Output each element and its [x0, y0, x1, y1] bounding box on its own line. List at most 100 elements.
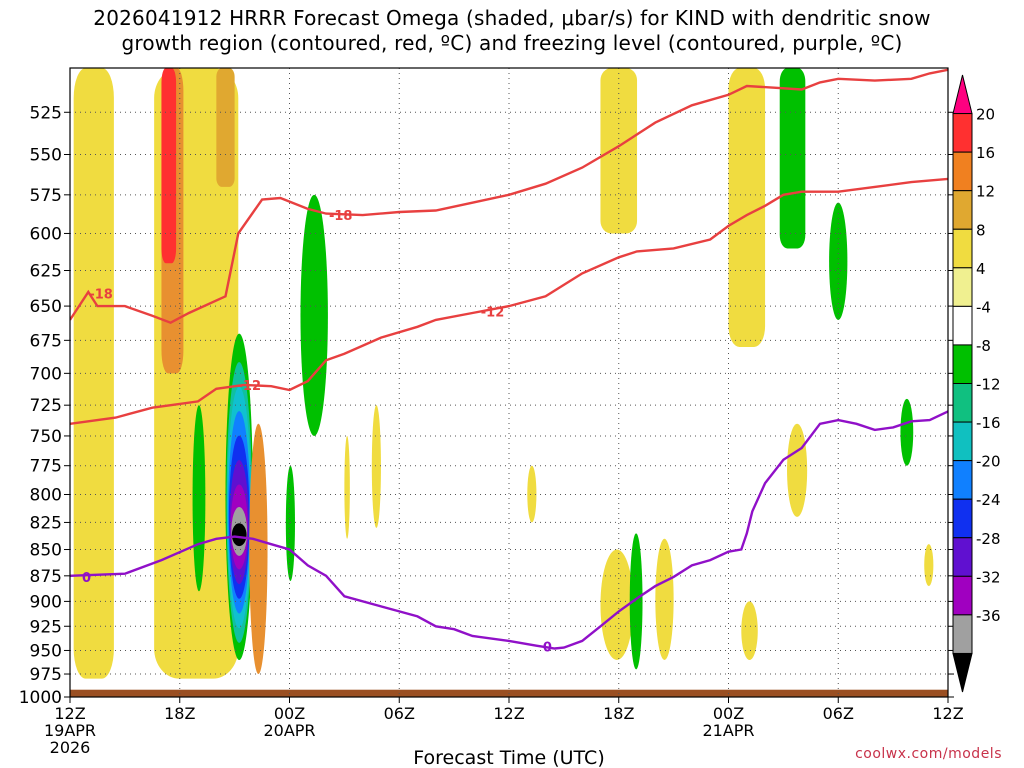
- y-tick-label: 650: [30, 297, 62, 317]
- y-tick-label: 525: [30, 103, 62, 123]
- y-tick-label: 550: [30, 145, 62, 165]
- y-tick-label: 975: [30, 665, 62, 685]
- y-tick-label: 875: [30, 567, 62, 587]
- omega-region: [600, 68, 638, 234]
- colorbar-label: -4: [976, 298, 991, 316]
- colorbar-label: 8: [976, 221, 986, 239]
- omega-region: [600, 549, 634, 660]
- y-tick-label: 775: [30, 457, 62, 477]
- omega-region: [779, 68, 806, 249]
- colorbar-swatch: [952, 498, 973, 539]
- omega-region: [216, 68, 235, 187]
- omega-region: [344, 435, 350, 539]
- colorbar-label: 12: [976, 183, 995, 201]
- y-tick-label: 575: [30, 186, 62, 206]
- omega-core-ring: [231, 523, 247, 547]
- y-tick-label: 750: [30, 427, 62, 447]
- colorbar: 20 16 12 8 4 -4 -8 -12 -16 -20 -24 -28 -32 -36: [952, 74, 1001, 693]
- omega-region: [829, 202, 848, 320]
- colorbar-swatch: [952, 344, 973, 384]
- y-tick-label: 725: [30, 396, 62, 416]
- omega-region: [192, 405, 206, 592]
- omega-region: [629, 533, 643, 670]
- colorbar-swatch: [952, 190, 973, 230]
- colorbar-label: 16: [976, 144, 995, 162]
- colorbar-swatch: [952, 113, 973, 153]
- x-tick-label: 12Z: [54, 704, 85, 723]
- x-tick-date: 21APR: [702, 721, 754, 740]
- y-tick-label: 675: [30, 331, 62, 351]
- x-tick-label: 12Z: [932, 704, 963, 723]
- colorbar-swatch: [952, 151, 973, 192]
- y-tick-label: 950: [30, 641, 62, 661]
- chart-title: 2026041912 HRRR Forecast Omega (shaded, …: [0, 6, 1024, 56]
- colorbar-bottom-triangle: [952, 652, 973, 693]
- x-tick-label: 18Z: [603, 704, 634, 723]
- omega-region: [527, 465, 537, 523]
- colorbar-swatch: [952, 421, 973, 462]
- colorbar-label: -12: [976, 376, 1001, 394]
- credit-text: coolwx.com/models: [855, 746, 1002, 762]
- colorbar-label: -8: [976, 337, 991, 355]
- colorbar-label: -20: [976, 453, 1001, 471]
- contour-label-minus12-b: -12: [481, 306, 505, 321]
- omega-region: [73, 68, 114, 679]
- colorbar-swatch: [952, 267, 973, 307]
- x-tick-date: 19APR: [44, 721, 96, 740]
- y-tick-label: 800: [30, 486, 62, 506]
- contour-label-zero-a: 0: [82, 571, 91, 586]
- axes-layer: 525 550 575 600 625 650 675 700 725 750 775 800 825 8…: [19, 103, 964, 768]
- omega-region: [300, 194, 328, 436]
- y-tick-label: 625: [30, 261, 62, 281]
- x-tick-label: 06Z: [823, 704, 854, 723]
- x-tick-label: 00Z: [274, 704, 305, 723]
- colorbar-top-triangle: [952, 74, 973, 115]
- colorbar-label: 20: [976, 106, 995, 124]
- contour-label-zero-b: 0: [543, 641, 552, 656]
- contour-label-minus18-a: -18: [89, 287, 113, 302]
- x-tick-label: 12Z: [493, 704, 524, 723]
- y-tick-label: 1000: [19, 688, 62, 708]
- colorbar-swatch: [952, 228, 973, 269]
- omega-region: [924, 544, 934, 587]
- colorbar-label: 4: [976, 260, 986, 278]
- colorbar-swatch: [952, 614, 973, 654]
- y-tick-label: 925: [30, 617, 62, 637]
- colorbar-swatch: [952, 383, 973, 423]
- freezing-level-contour: [70, 410, 948, 650]
- y-tick-label: 825: [30, 513, 62, 533]
- y-tick-label: 850: [30, 541, 62, 561]
- dgz-contour-minus18: [70, 68, 948, 325]
- dgz-contour-minus12: [70, 177, 948, 425]
- x-tick-year: 2026: [50, 738, 91, 757]
- contour-label-minus12-a: -12: [238, 379, 262, 394]
- omega-region: [741, 601, 758, 660]
- omega-region: [249, 423, 268, 675]
- title-line-1: 2026041912 HRRR Forecast Omega (shaded, …: [93, 6, 931, 30]
- omega-region: [728, 68, 766, 348]
- colorbar-label: -24: [976, 491, 1001, 509]
- omega-region: [900, 398, 914, 466]
- omega-shading-layer: [73, 68, 934, 679]
- x-tick-date: 20APR: [263, 721, 315, 740]
- colorbar-swatch: [952, 305, 973, 346]
- omega-region: [655, 538, 674, 660]
- y-tick-label: 700: [30, 364, 62, 384]
- contour-label-minus18-b: -18: [329, 209, 353, 224]
- y-tick-label: 900: [30, 592, 62, 612]
- y-tick-label: 600: [30, 224, 62, 244]
- colorbar-swatch: [952, 537, 973, 577]
- title-line-2: growth region (contoured, red, ºC) and f…: [121, 31, 903, 55]
- omega-region: [787, 423, 808, 517]
- contour-layer: -18 -18 -12 -12 0 0: [70, 68, 948, 656]
- omega-region: [371, 405, 381, 528]
- x-tick-label: 00Z: [713, 704, 744, 723]
- colorbar-label: -32: [976, 568, 1001, 586]
- x-tick-label: 18Z: [164, 704, 195, 723]
- colorbar-label: -36: [976, 607, 1001, 625]
- colorbar-swatch: [952, 460, 973, 500]
- omega-region: [285, 465, 295, 581]
- x-axis-title: Forecast Time (UTC): [413, 747, 604, 768]
- colorbar-label: -16: [976, 414, 1001, 432]
